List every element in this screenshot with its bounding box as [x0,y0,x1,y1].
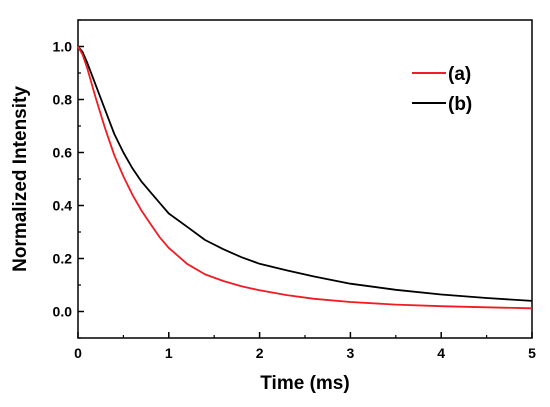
x-tick-label: 0 [74,345,82,361]
y-tick-label: 0.6 [53,145,73,161]
y-axis-ticks: 0.0 0.2 0.4 0.6 0.8 1.0 [53,19,84,339]
y-tick-label: 0.8 [53,92,73,108]
y-axis-label: Normalized Intensity [10,86,31,272]
legend-b-label: (b) [448,94,472,115]
y-tick-label: 0.4 [53,198,73,214]
x-axis-label: Time (ms) [260,373,349,394]
y-tick-label: 0.2 [53,251,73,267]
y-tick-label: 1.0 [53,39,73,55]
y-tick-label: 0.0 [53,304,73,320]
x-tick-label: 1 [165,345,173,361]
series-line-b [77,45,533,302]
series-line-a [77,46,533,310]
x-tick-label: 3 [347,345,355,361]
legend: (a) (b) [412,64,472,115]
plot-area [77,19,533,339]
x-tick-label: 5 [528,345,536,361]
legend-a-label: (a) [448,64,471,85]
x-axis-ticks: 0 1 2 3 4 5 [74,332,536,361]
x-tick-label: 2 [256,345,264,361]
x-tick-label: 4 [437,345,445,361]
series-layer [77,45,533,310]
